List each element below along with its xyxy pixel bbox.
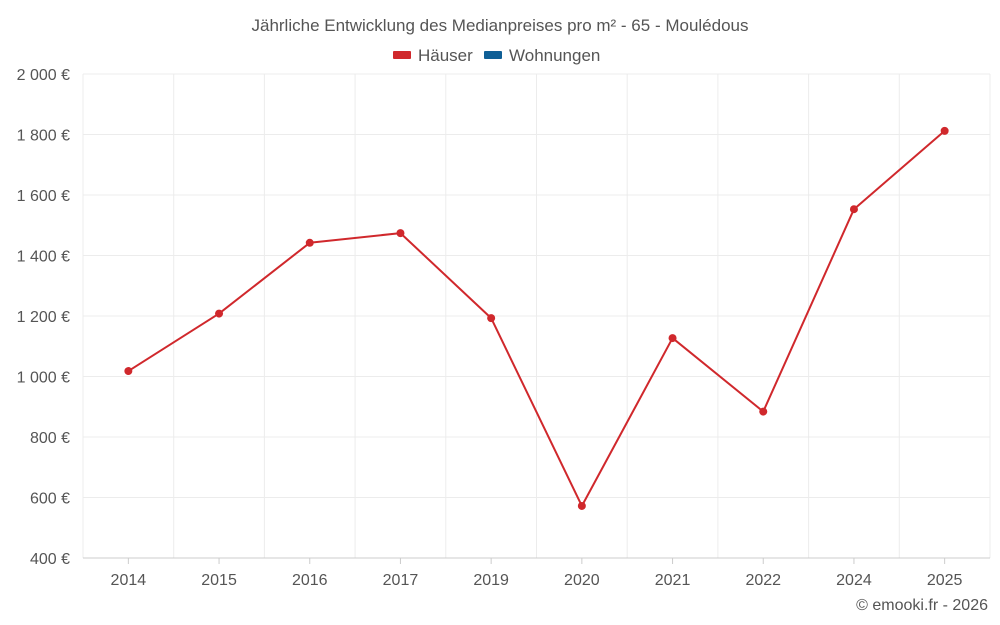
data-point[interactable]	[759, 407, 768, 416]
x-tick-label: 2014	[111, 572, 147, 589]
y-tick-label: 1 200 €	[17, 309, 70, 326]
series-line-1	[127, 130, 946, 507]
y-tick-label: 1 800 €	[17, 128, 70, 145]
data-point[interactable]	[396, 229, 405, 238]
data-point[interactable]	[487, 314, 496, 323]
legend-swatch-1[interactable]	[393, 51, 411, 59]
data-point[interactable]	[668, 334, 677, 343]
y-tick-label: 1 400 €	[17, 249, 70, 266]
y-tick-label: 1 600 €	[17, 188, 70, 205]
x-tick-label: 2021	[655, 572, 691, 589]
data-point[interactable]	[940, 126, 949, 135]
legend-label-1[interactable]: Häuser	[418, 46, 473, 65]
y-tick-label: 1 000 €	[17, 370, 70, 387]
data-point[interactable]	[124, 367, 133, 376]
legend-swatch-2[interactable]	[484, 51, 502, 59]
legend-label-2[interactable]: Wohnungen	[509, 46, 600, 65]
data-point[interactable]	[215, 309, 224, 318]
y-axis: 400 € 600 € 800 € 1 000 € 1 200 € 1 400 € 1 60…	[17, 67, 70, 568]
x-tick-label: 2025	[927, 572, 963, 589]
data-point[interactable]	[849, 205, 858, 214]
x-tick-label: 2020	[564, 572, 600, 589]
x-tick-label: 2015	[201, 572, 237, 589]
y-tick-label: 600 €	[30, 491, 70, 508]
y-tick-label: 2 000 €	[17, 67, 70, 84]
chart-title: Jährliche Entwicklung des Medianpreises …	[251, 16, 748, 35]
x-tick-label: 2022	[745, 572, 781, 589]
y-tick-label: 800 €	[30, 430, 70, 447]
data-point[interactable]	[577, 501, 586, 510]
legend: Häuser Wohnungen	[393, 46, 600, 65]
y-tick-label: 400 €	[30, 551, 70, 568]
series	[124, 126, 949, 510]
credit-text: © emooki.fr - 2026	[856, 597, 988, 614]
x-tick-label: 2016	[292, 572, 328, 589]
x-tick-label: 2024	[836, 572, 872, 589]
x-tick-label: 2017	[383, 572, 419, 589]
data-point[interactable]	[305, 238, 314, 247]
x-tick-label: 2019	[473, 572, 509, 589]
grid	[82, 73, 991, 558]
x-axis: 2014 2015 2016 2017 2019 2020 2021 2022 2024 2025	[83, 557, 990, 589]
